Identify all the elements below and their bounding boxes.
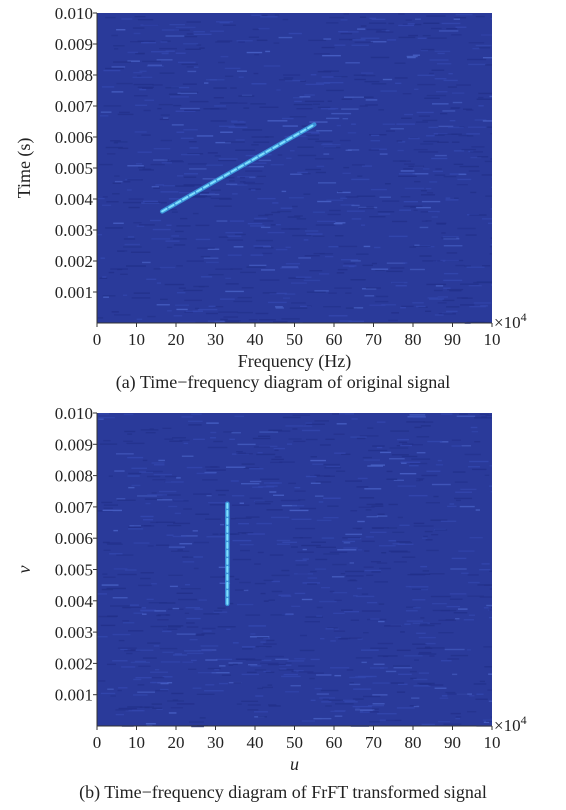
- x-tick-label: 10: [128, 733, 145, 752]
- y-tick-label: 0.010: [55, 404, 93, 423]
- y-tick-label: 0.007: [55, 498, 94, 517]
- x-tick-label: 30: [207, 733, 224, 752]
- x-axis-title: Frequency (Hz): [238, 351, 351, 372]
- x-tick-label: 10: [484, 733, 501, 752]
- x-multiplier-exponent: 4: [521, 713, 527, 727]
- chart-b-caption: (b) Time−frequency diagram of FrFT trans…: [79, 782, 487, 802]
- x-tick-label: 90: [444, 733, 461, 752]
- x-axis-title: u: [290, 754, 299, 774]
- chart-a-svg: 0 10 20 30 40 50 60 70 80 90 10 0.001 0.002 0.003 0.00…: [14, 4, 527, 372]
- signal-trace: [159, 122, 317, 214]
- x-multiplier-label: ×104: [494, 310, 527, 332]
- x-tick-label: 20: [168, 330, 185, 349]
- x-tick-label: 90: [444, 330, 461, 349]
- x-tick-label: 30: [207, 330, 224, 349]
- y-tick-label: 0.007: [55, 97, 94, 116]
- x-tick-label: 10: [128, 330, 145, 349]
- y-tick-label: 0.002: [55, 252, 93, 271]
- y-axis-title: Time (s): [14, 138, 35, 199]
- plot-background: [97, 13, 492, 323]
- x-tick-label: 50: [286, 733, 303, 752]
- y-tick-label: 0.001: [55, 686, 93, 705]
- y-tick-label: 0.004: [55, 592, 94, 611]
- plot-background: [97, 413, 492, 726]
- y-tick-label: 0.006: [55, 529, 93, 548]
- x-tick-label: 70: [365, 733, 382, 752]
- y-tick-label: 0.009: [55, 435, 93, 454]
- y-axis-title: v: [14, 566, 34, 574]
- chart-panel-a: 0 10 20 30 40 50 60 70 80 90 10 0.001 0.002 0.003 0.00…: [0, 0, 566, 400]
- chart-a-caption: (a) Time−frequency diagram of original s…: [115, 372, 451, 392]
- x-multiplier-label: ×104: [494, 713, 527, 735]
- y-tick-label: 0.008: [55, 467, 93, 486]
- y-tick-label: 0.005: [55, 561, 93, 580]
- y-tick-label: 0.002: [55, 654, 93, 673]
- x-tick-label: 60: [326, 733, 343, 752]
- y-tick-label: 0.005: [55, 159, 93, 178]
- chart-panel-b: 0 10 20 30 40 50 60 70 80 90 10 0.001 0.002 0.003 0.00…: [0, 400, 566, 810]
- x-tick-label: 50: [286, 330, 303, 349]
- x-tick-label: 80: [405, 330, 422, 349]
- y-tick-label: 0.003: [55, 221, 93, 240]
- y-tick-label: 0.006: [55, 128, 93, 147]
- x-multiplier-exponent: 4: [521, 310, 527, 324]
- x-tick-label: 0: [93, 733, 102, 752]
- y-tick-label: 0.009: [55, 35, 93, 54]
- chart-b-svg: 0 10 20 30 40 50 60 70 80 90 10 0.001 0.002 0.003 0.00…: [14, 404, 527, 774]
- x-tick-label: 20: [168, 733, 185, 752]
- x-tick-label: 40: [247, 733, 264, 752]
- x-tick-label: 0: [93, 330, 102, 349]
- x-tick-label: 60: [326, 330, 343, 349]
- y-tick-label: 0.010: [55, 4, 93, 23]
- noise-texture: [97, 413, 492, 728]
- y-tick-label: 0.004: [55, 190, 94, 209]
- y-tick-label: 0.008: [55, 66, 93, 85]
- x-tick-label: 10: [484, 330, 501, 349]
- x-tick-label: 40: [247, 330, 264, 349]
- y-tick-label: 0.003: [55, 623, 93, 642]
- x-tick-label: 80: [405, 733, 422, 752]
- y-tick-label: 0.001: [55, 283, 93, 302]
- x-tick-label: 70: [365, 330, 382, 349]
